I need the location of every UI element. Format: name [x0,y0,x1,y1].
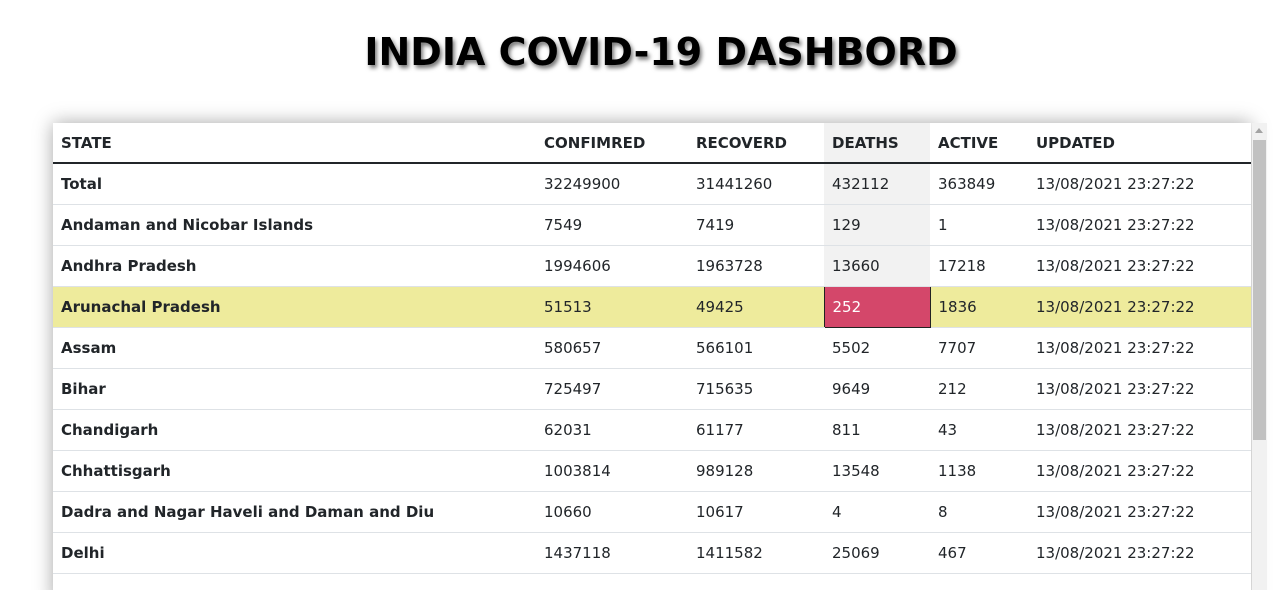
cell-recovered: 31441260 [688,163,824,205]
cell-updated: 13/08/2021 23:27:22 [1028,409,1251,451]
cell-active: 17218 [930,245,1028,287]
cell-confirmed: 580657 [536,327,688,369]
header-deaths[interactable]: DEATHS [824,123,930,164]
cell-recovered: 49425 [688,286,824,328]
cell-confirmed: 1437118 [536,532,688,574]
cell-state: Delhi [53,532,536,574]
cell-state: Bihar [53,368,536,410]
cell-updated: 13/08/2021 23:27:22 [1028,245,1251,287]
cell-deaths: 9649 [824,368,930,410]
cell-recovered: 715635 [688,368,824,410]
cell-recovered [688,573,824,590]
header-confirmed[interactable]: CONFIMRED [536,123,688,164]
header-state[interactable]: STATE [53,123,536,164]
cell-state: Chandigarh [53,409,536,451]
table-row[interactable] [53,573,1251,590]
cell-active: 467 [930,532,1028,574]
cell-active: 1836 [930,286,1028,328]
cell-state: Andhra Pradesh [53,245,536,287]
table-row[interactable]: Bihar 725497 715635 9649 212 13/08/2021 … [53,368,1251,410]
cell-active: 212 [930,368,1028,410]
cell-confirmed: 51513 [536,286,688,328]
cell-state: Assam [53,327,536,369]
table-row[interactable]: Delhi 1437118 1411582 25069 467 13/08/20… [53,532,1251,574]
cell-recovered: 10617 [688,491,824,533]
cell-confirmed: 1003814 [536,450,688,492]
cell-confirmed: 7549 [536,204,688,246]
table-row[interactable]: Total 32249900 31441260 432112 363849 13… [53,163,1251,205]
cell-state [53,573,536,590]
cell-recovered: 989128 [688,450,824,492]
cell-confirmed: 725497 [536,368,688,410]
cell-deaths: 432112 [824,163,930,205]
cell-active: 43 [930,409,1028,451]
cell-state: Dadra and Nagar Haveli and Daman and Diu [53,491,536,533]
cell-deaths: 13548 [824,450,930,492]
table-row-highlighted[interactable]: Arunachal Pradesh 51513 49425 252 1836 1… [53,285,1251,328]
cell-deaths: 811 [824,409,930,451]
cell-deaths: 25069 [824,532,930,574]
table-header-row: STATE CONFIMRED RECOVERD DEATHS ACTIVE U… [53,123,1251,164]
cell-deaths: 5502 [824,327,930,369]
header-recovered[interactable]: RECOVERD [688,123,824,164]
table-row[interactable]: Andhra Pradesh 1994606 1963728 13660 172… [53,245,1251,287]
cell-deaths: 4 [824,491,930,533]
cell-updated: 13/08/2021 23:27:22 [1028,163,1251,205]
cell-confirmed: 10660 [536,491,688,533]
cell-state: Total [53,163,536,205]
table-row[interactable]: Assam 580657 566101 5502 7707 13/08/2021… [53,327,1251,369]
cell-deaths [824,573,930,590]
covid-table: STATE CONFIMRED RECOVERD DEATHS ACTIVE U… [53,123,1251,590]
page-title: INDIA COVID-19 DASHBORD [364,30,958,74]
cell-updated: 13/08/2021 23:27:22 [1028,532,1251,574]
cell-deaths-hovered[interactable]: 252 [823,285,931,328]
vertical-scrollbar[interactable] [1252,123,1267,590]
header-updated[interactable]: UPDATED [1028,123,1251,164]
cell-recovered: 1411582 [688,532,824,574]
header-active[interactable]: ACTIVE [930,123,1028,164]
cell-state: Andaman and Nicobar Islands [53,204,536,246]
cell-recovered: 7419 [688,204,824,246]
cell-recovered: 566101 [688,327,824,369]
cell-deaths: 13660 [824,245,930,287]
cell-updated: 13/08/2021 23:27:22 [1028,450,1251,492]
cell-confirmed: 32249900 [536,163,688,205]
cell-deaths: 129 [824,204,930,246]
cell-updated: 13/08/2021 23:27:22 [1028,327,1251,369]
cell-state: Chhattisgarh [53,450,536,492]
cell-active [930,573,1028,590]
cell-confirmed: 62031 [536,409,688,451]
cell-updated: 13/08/2021 23:27:22 [1028,204,1251,246]
table-row[interactable]: Dadra and Nagar Haveli and Daman and Diu… [53,491,1251,533]
cell-active: 1138 [930,450,1028,492]
table-row[interactable]: Andaman and Nicobar Islands 7549 7419 12… [53,204,1251,246]
cell-recovered: 61177 [688,409,824,451]
cell-updated: 13/08/2021 23:27:22 [1028,286,1251,328]
cell-active: 8 [930,491,1028,533]
cell-active: 363849 [930,163,1028,205]
cell-active: 1 [930,204,1028,246]
cell-updated [1028,573,1251,590]
cell-state: Arunachal Pradesh [53,286,536,328]
cell-recovered: 1963728 [688,245,824,287]
scrollbar-thumb[interactable] [1253,140,1266,440]
table-row[interactable]: Chandigarh 62031 61177 811 43 13/08/2021… [53,409,1251,451]
covid-table-card: STATE CONFIMRED RECOVERD DEATHS ACTIVE U… [53,123,1251,590]
cell-confirmed [536,573,688,590]
cell-updated: 13/08/2021 23:27:22 [1028,368,1251,410]
scroll-up-arrow-icon[interactable] [1255,128,1263,133]
table-row[interactable]: Chhattisgarh 1003814 989128 13548 1138 1… [53,450,1251,492]
cell-updated: 13/08/2021 23:27:22 [1028,491,1251,533]
cell-active: 7707 [930,327,1028,369]
cell-confirmed: 1994606 [536,245,688,287]
